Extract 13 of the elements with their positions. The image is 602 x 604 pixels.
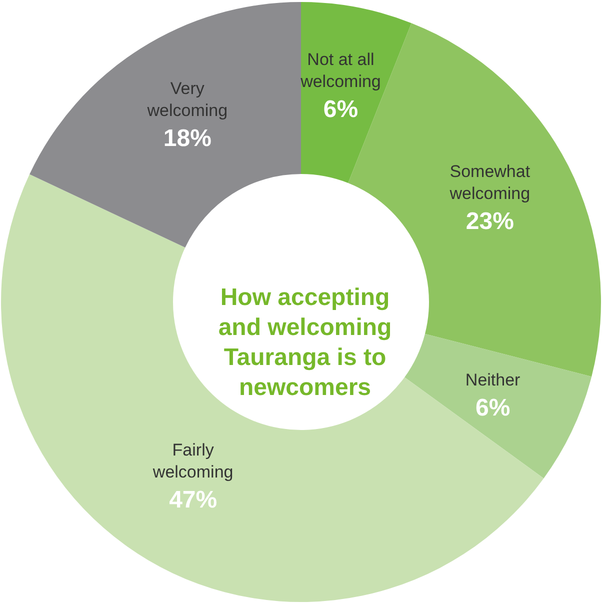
- data-label: 6%: [475, 394, 510, 422]
- data-label: 6%: [323, 96, 358, 123]
- donut-slice: [301, 2, 412, 183]
- data-label: 18%: [163, 125, 212, 152]
- category-label: Somewhat welcoming: [450, 162, 530, 203]
- donut-slice: [404, 334, 592, 478]
- data-label: 23%: [466, 208, 514, 235]
- category-label: Fairly welcoming: [152, 440, 234, 482]
- data-label: 47%: [169, 486, 218, 514]
- text: How accepting and welcoming Tauranga is to newcomers: [218, 284, 392, 401]
- category-label: Very welcoming: [147, 79, 228, 120]
- donut-slice: [30, 2, 301, 248]
- slice-label: Neither: [465, 370, 521, 390]
